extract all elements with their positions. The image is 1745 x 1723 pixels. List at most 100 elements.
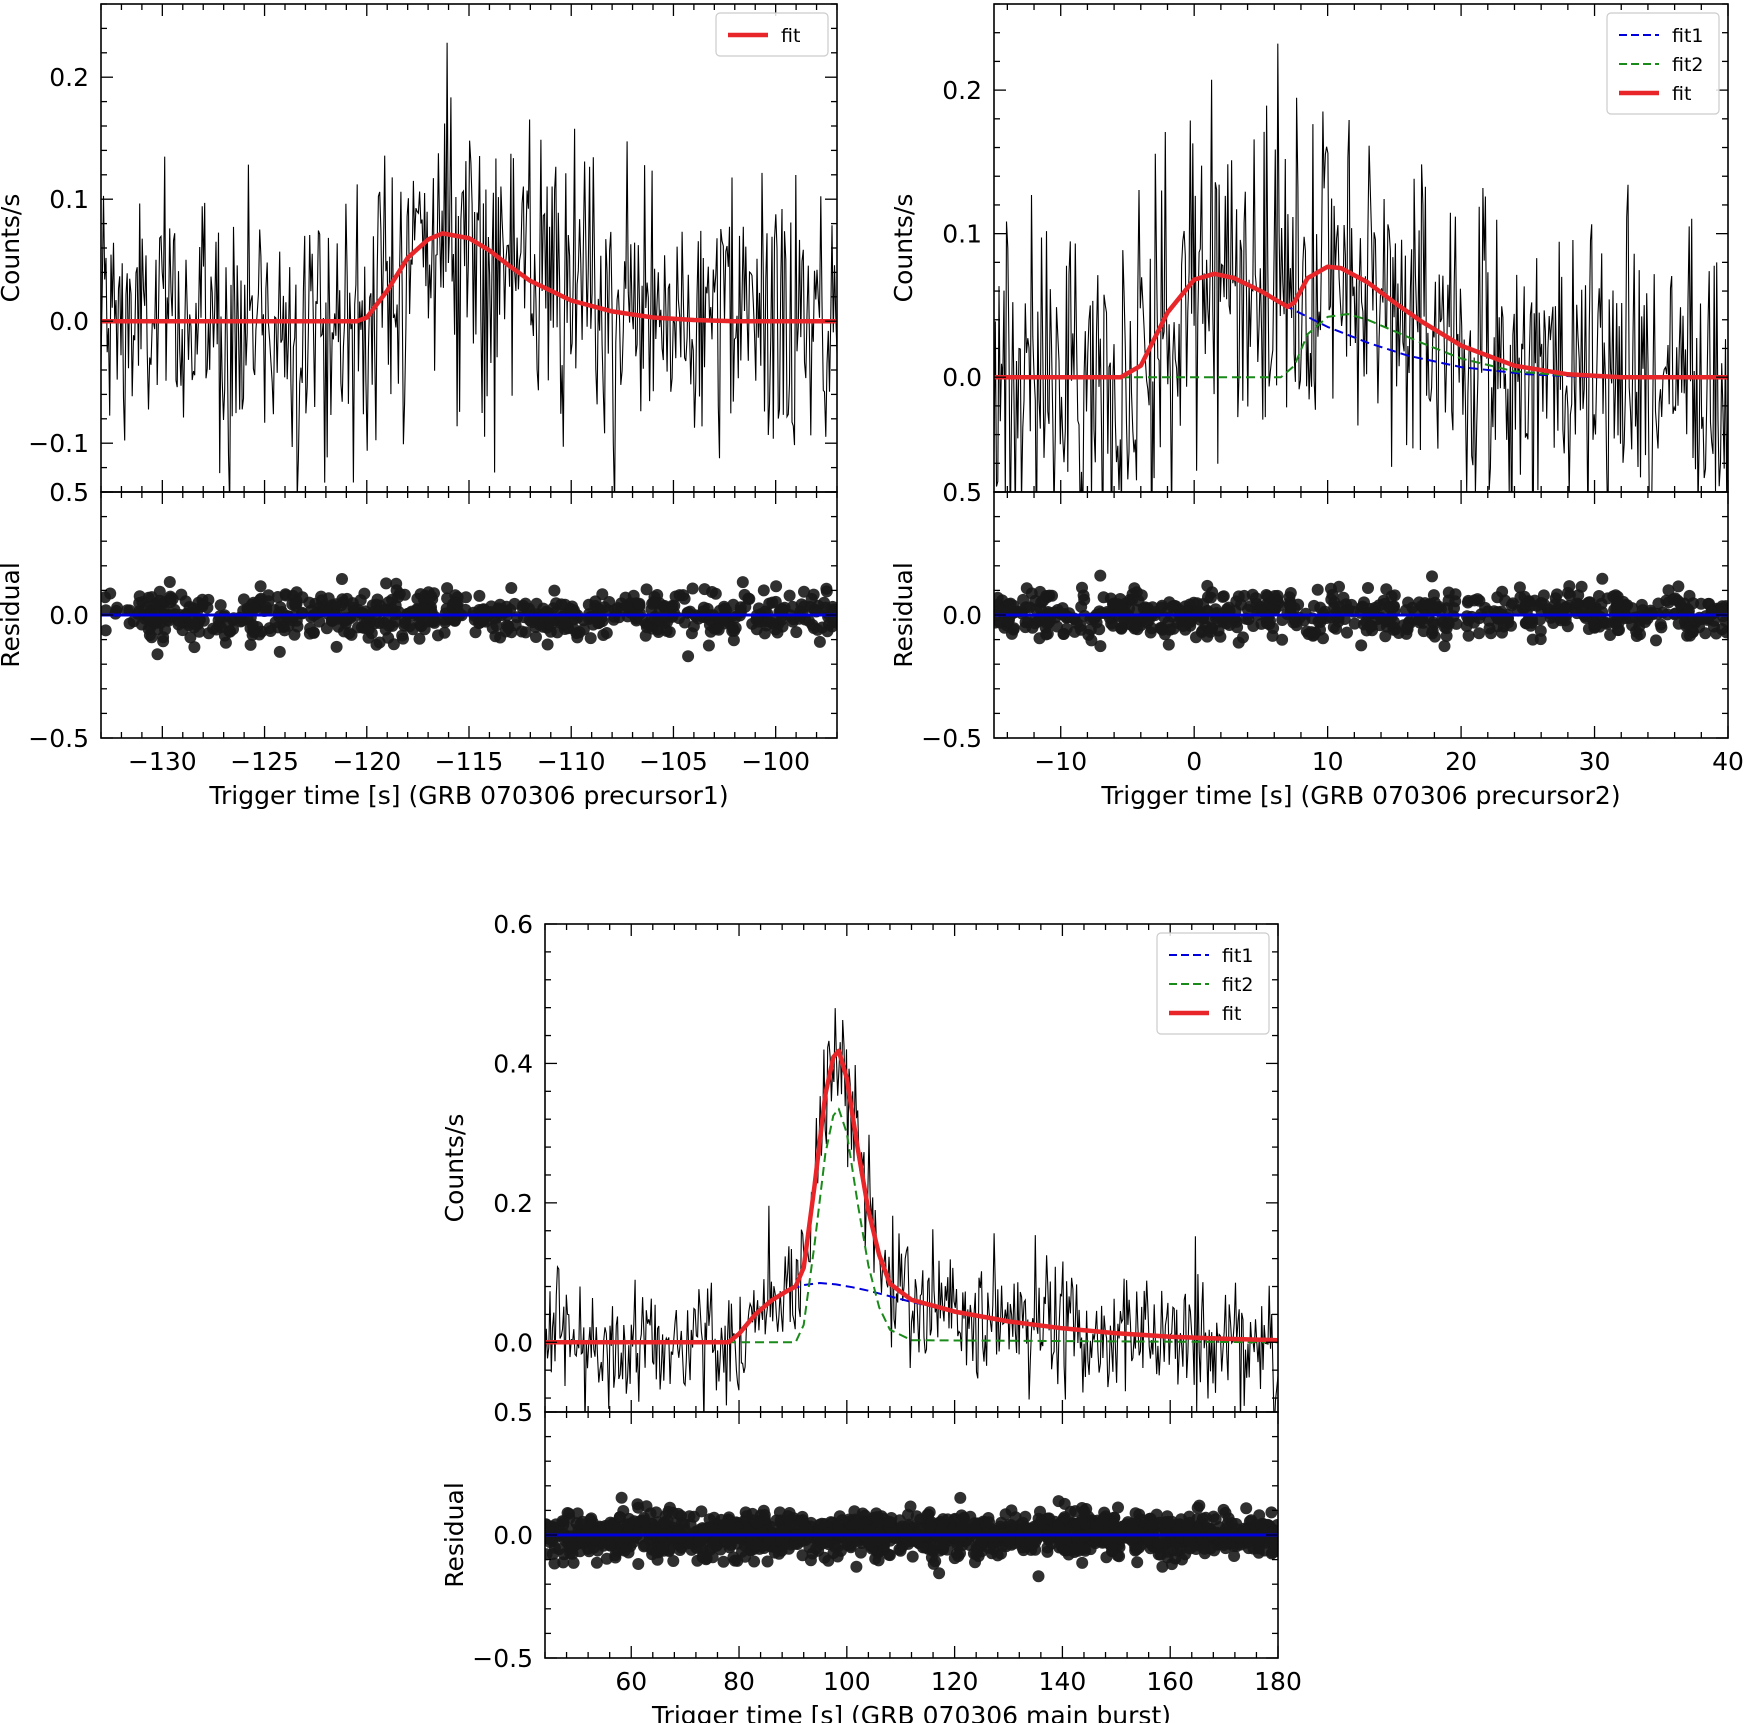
residual-point: [1077, 589, 1090, 602]
residual-point: [1672, 617, 1685, 630]
residual-point: [286, 598, 299, 611]
residual-point: [870, 1507, 883, 1520]
y-tick-label: 0.4: [493, 1049, 533, 1078]
residual-point: [685, 627, 698, 640]
residual-point: [682, 650, 695, 663]
y-tick-label: 0.0: [493, 1328, 533, 1357]
x-tick-label: 180: [1254, 1667, 1302, 1696]
residual-point: [1479, 601, 1492, 614]
residual-point: [1284, 600, 1297, 613]
residual-point: [559, 617, 572, 630]
residual-point: [1267, 622, 1280, 635]
lightcurve-area: [994, 43, 1728, 492]
residual-point: [600, 1552, 613, 1565]
residual-point: [1471, 593, 1484, 606]
residual-point: [1243, 1535, 1256, 1548]
residual-point: [848, 1505, 861, 1518]
residual-point: [1112, 1501, 1124, 1514]
residual-point: [1037, 594, 1050, 607]
residual-point: [570, 627, 583, 640]
residual-point: [796, 1514, 809, 1527]
residual-point: [1165, 1558, 1178, 1571]
residual-y-tick-label: −0.5: [472, 1644, 533, 1673]
residual-point: [935, 1523, 948, 1536]
residual-point: [1076, 1556, 1089, 1569]
residual-point: [101, 624, 112, 637]
residual-point: [991, 1549, 1004, 1562]
residual-point: [1575, 580, 1588, 593]
residual-point: [449, 596, 462, 609]
chart-panel-1: −130 −125 −120 −115 −110 −105 −100 −0.1 0.0 0.1 0.…: [0, 3, 838, 810]
residual-point: [594, 603, 607, 616]
residual-y-tick-label: 0.5: [49, 478, 89, 507]
residual-point: [389, 599, 402, 612]
residual-point: [608, 610, 621, 623]
residual-point: [263, 622, 276, 635]
residual-y-tick-label: 0.0: [493, 1521, 533, 1550]
residual-point: [724, 1519, 736, 1532]
residual-point: [854, 1546, 867, 1559]
residual-point: [548, 584, 561, 597]
residual-point: [821, 625, 834, 638]
residual-point: [738, 588, 751, 601]
residual-point: [1681, 629, 1694, 642]
residual-point: [782, 1510, 794, 1523]
residual-point: [1601, 618, 1614, 630]
residual-point: [1683, 589, 1696, 602]
residual-point: [766, 596, 779, 609]
residual-point: [1005, 627, 1018, 640]
residual-point: [1438, 640, 1451, 653]
residual-y-tick-label: 0.0: [49, 601, 89, 630]
residual-point: [1177, 620, 1189, 632]
residual-point: [553, 1543, 566, 1556]
residual-point: [1156, 1560, 1169, 1573]
residual-point: [1129, 1507, 1142, 1520]
residual-point: [101, 604, 112, 617]
residual-point: [1309, 626, 1322, 639]
residual-point: [790, 626, 803, 639]
residual-point: [763, 1533, 776, 1546]
residual-point: [1204, 625, 1217, 638]
residual-point: [188, 641, 201, 654]
residual-point: [1348, 617, 1361, 630]
series-fit-line: [994, 264, 1728, 380]
residual-point: [1094, 569, 1107, 582]
residual-point: [618, 1544, 631, 1557]
residual-point: [1534, 624, 1547, 637]
x-tick-label: 10: [1312, 747, 1344, 776]
residual-point: [101, 591, 111, 604]
residual-point: [948, 1512, 961, 1525]
residual-point: [647, 596, 660, 608]
residual-point: [589, 1526, 602, 1539]
residual-point: [1385, 590, 1398, 603]
residual-point: [1662, 584, 1675, 597]
residual-point: [707, 1536, 720, 1549]
residual-point: [597, 629, 610, 641]
residual-point: [969, 1523, 982, 1536]
residual-point: [818, 1551, 831, 1564]
residual-point: [551, 626, 564, 639]
residual-point: [863, 1538, 876, 1551]
residual-point: [494, 631, 507, 644]
residual-point: [976, 1535, 989, 1548]
residual-point: [717, 1555, 730, 1568]
residual-point: [1526, 633, 1539, 646]
residual-point: [1630, 625, 1643, 638]
residual-point: [1237, 631, 1249, 644]
residual-point: [1005, 1519, 1018, 1532]
residual-point: [1345, 598, 1358, 611]
residual-point: [1052, 1520, 1065, 1533]
residual-point: [1610, 603, 1623, 616]
x-tick-label: 30: [1579, 747, 1611, 776]
residual-point: [1130, 1543, 1143, 1556]
legend-label-fit2: fit2: [1222, 974, 1254, 996]
residual-point: [1040, 628, 1053, 641]
residual-point: [748, 1555, 761, 1568]
residual-point: [894, 1544, 907, 1557]
residual-point: [640, 583, 653, 596]
residual-point: [766, 617, 779, 630]
residual-point: [121, 604, 134, 617]
residual-point: [307, 626, 320, 639]
residual-point: [1462, 614, 1475, 627]
x-tick-label: 40: [1712, 747, 1744, 776]
